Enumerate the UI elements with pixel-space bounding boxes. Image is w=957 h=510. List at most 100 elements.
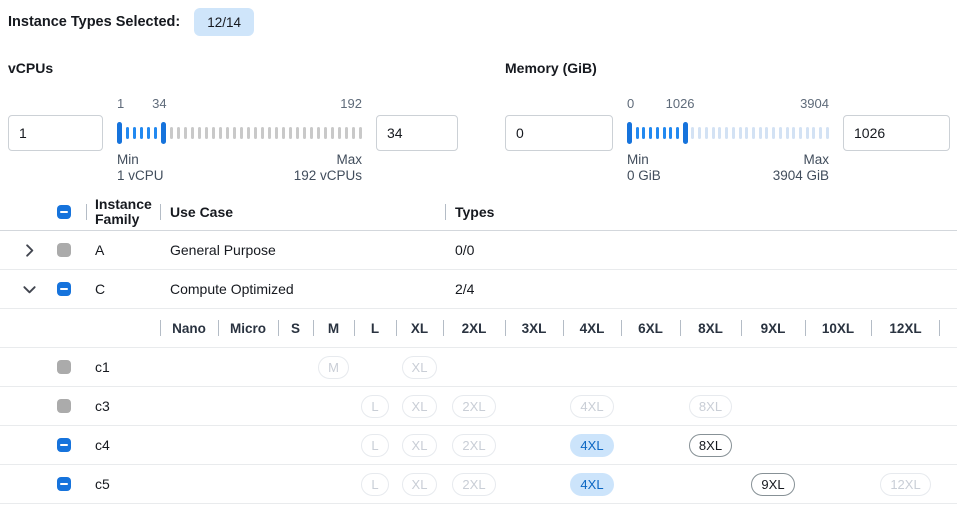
size-badge-9xl[interactable]: 9XL [751,472,795,496]
slider-tick [126,127,129,139]
size-badge-xl: XL [401,355,438,379]
size-cell-micro [218,426,278,464]
instance-family-name: c5 [95,475,110,492]
family-checkbox-c[interactable] [57,282,71,296]
size-cell-3xl [505,348,563,386]
size-column-micro: Micro [218,309,278,347]
size-column-6xl: 6XL [621,309,680,347]
size-column-2xl: 2XL [443,309,505,347]
slider-tick [268,127,271,139]
expand-toggle[interactable] [22,282,37,297]
size-cell-8xl [680,465,741,503]
memory-min-input[interactable] [505,115,613,151]
size-cell-6xl [621,348,680,386]
size-badges-grid: L XL 2XL 4XL 8XL [160,426,940,464]
memory-title: Memory (GiB) [505,60,597,76]
scale-min-label: 0 [627,96,635,111]
size-column-9xl: 9XL [741,309,805,347]
size-cell-xl: XL [396,426,443,464]
slider-tick [212,127,215,139]
vcpus-scale-labels: 1 34 192 [117,96,362,115]
use-case: General Purpose [170,242,276,258]
slider-track[interactable] [117,115,362,151]
family-name: A [95,241,105,258]
size-badge-l: L [361,394,389,418]
max-label: Max [803,152,829,167]
size-column-s: S [278,309,313,347]
size-cell-4xl: 4XL [563,465,621,503]
size-badge-m: M [318,355,349,379]
size-cell-2xl: 2XL [443,426,505,464]
column-divider [86,204,87,220]
size-cell-nano [160,387,218,425]
size-badge-l: L [361,472,389,496]
size-column-xl: XL [396,309,443,347]
slider-track[interactable] [627,115,829,151]
size-cell-m [313,387,354,425]
instance-checkbox-c4[interactable] [57,438,71,452]
size-badge-2xl: 2XL [452,394,496,418]
vcpus-min-input[interactable] [8,115,103,151]
memory-minmax: Min 0 GiB Max 3904 GiB [627,152,829,184]
size-column-12xl: 12XL [871,309,940,347]
slider-tick [669,127,673,139]
vcpus-slider: 1 34 192 Min 1 vCPU Max 192 vCPUs [117,76,362,184]
size-badge-4xl[interactable]: 4XL [570,472,614,496]
size-cell-xl: XL [396,348,443,386]
slider-handle-max[interactable] [682,122,688,144]
indeterminate-dash-icon [60,288,68,290]
instance-row-c3: c3 L XL 2XL 4XL 8XL [0,387,957,426]
slider-tick [147,127,150,139]
size-cell-8xl [680,348,741,386]
size-badge-12xl: 12XL [880,472,931,496]
family-row-a: A General Purpose 0/0 [0,231,957,270]
instance-table: Instance Family Use Case Types A General… [0,194,957,504]
instance-checkbox-c3 [57,399,71,413]
slider-tick [140,127,143,139]
filters-section: vCPUs 1 34 192 Min 1 vCPU Max 192 [0,60,957,184]
vcpus-max-input[interactable] [376,115,458,151]
size-badge-4xl[interactable]: 4XL [570,433,614,457]
slider-tick [275,127,278,139]
size-cell-3xl [505,426,563,464]
size-badge-8xl: 8XL [688,394,733,418]
size-cell-10xl [805,465,871,503]
size-column-4xl: 4XL [563,309,621,347]
slider-tick [676,127,680,139]
size-cell-2xl: 2XL [443,465,505,503]
slider-tick [642,127,646,139]
size-cell-12xl [871,387,940,425]
column-header-family: Instance Family [86,197,160,227]
instance-row-c4: c4 L XL 2XL 4XL 8XL [0,426,957,465]
size-cell-6xl [621,387,680,425]
column-header-use-case: Use Case [160,204,445,220]
slider-tick [718,127,722,139]
size-cell-l: L [354,426,396,464]
indeterminate-dash-icon [60,444,68,446]
expand-toggle[interactable] [22,243,37,258]
instance-row-c1: c1 M XL [0,348,957,387]
memory-filter: Memory (GiB) 0 1026 3904 Min 0 GiB Max [505,60,950,184]
slider-tick [731,127,735,139]
slider-handle-min[interactable] [627,122,632,144]
slider-tick [359,127,362,139]
size-column-10xl: 10XL [805,309,871,347]
slider-tick [296,127,299,139]
slider-tick [819,127,823,139]
memory-max-input[interactable] [843,115,950,151]
size-column-3xl: 3XL [505,309,563,347]
max-label: Max [336,152,362,167]
size-badge-8xl[interactable]: 8XL [688,433,733,457]
size-badges-grid: M XL [160,348,940,386]
slider-handle-max[interactable] [161,122,166,144]
instance-checkbox-c5[interactable] [57,477,71,491]
slider-tick [310,127,313,139]
slider-tick [233,127,236,139]
slider-tick [338,127,341,139]
select-all-checkbox[interactable] [57,205,71,219]
slider-handle-min[interactable] [117,122,122,144]
types-count: 2/4 [455,281,475,297]
slider-tick [772,127,776,139]
slider-tick [758,127,762,139]
slider-tick [785,127,789,139]
